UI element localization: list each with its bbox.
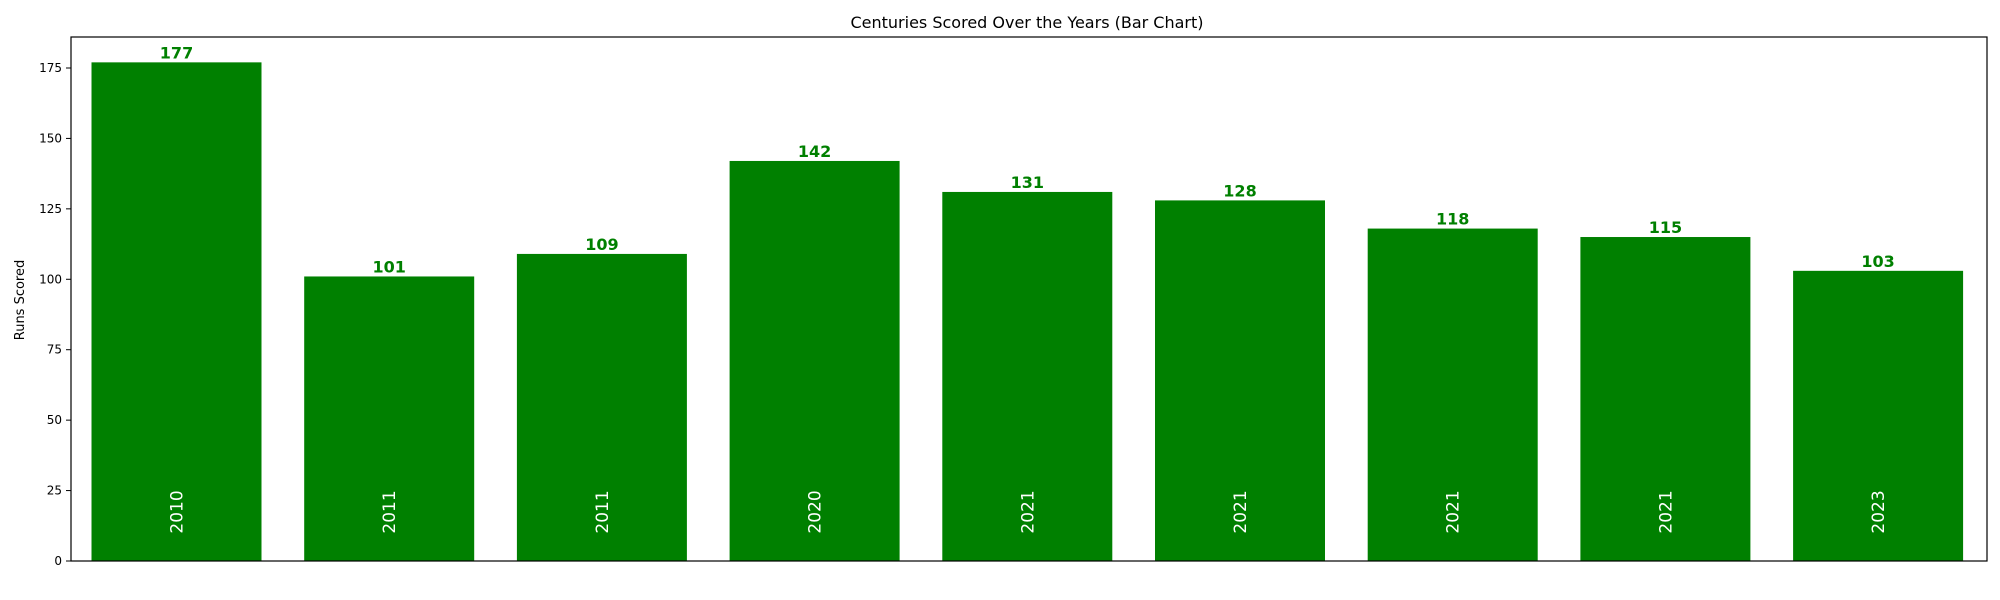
bar-value-label: 131	[1011, 173, 1044, 192]
bar-value-label: 142	[798, 142, 831, 161]
plot-area-frame	[70, 36, 1988, 562]
y-tick-label: 75	[47, 343, 62, 357]
bar	[516, 253, 687, 561]
bar-category-label: 2021	[1444, 490, 1464, 533]
y-tick-label: 50	[47, 413, 62, 427]
y-tick-label: 125	[39, 202, 62, 216]
bar-category-label: 2010	[168, 490, 188, 533]
bar-category-label: 2011	[380, 490, 400, 533]
y-tick-label: 175	[39, 61, 62, 75]
chart-title: Centuries Scored Over the Years (Bar Cha…	[850, 13, 1203, 32]
bar	[942, 191, 1113, 562]
y-axis-label: Runs Scored	[13, 260, 28, 341]
bar	[304, 276, 475, 561]
bar-value-label: 118	[1436, 210, 1469, 229]
y-axis-ticks: 0 25 50 75 100 125 150 175	[39, 61, 71, 568]
y-tick-label: 25	[47, 484, 62, 498]
y-tick-label: 150	[39, 131, 62, 145]
bar	[1155, 200, 1325, 562]
bar-category-label: 2023	[1869, 490, 1889, 533]
bar-value-label: 128	[1223, 181, 1256, 200]
bar-category-label: 2021	[1018, 490, 1038, 533]
bar	[1580, 237, 1751, 562]
bar-value-label: 103	[1861, 252, 1894, 271]
bar-value-label: 177	[160, 43, 193, 62]
bar	[729, 160, 900, 562]
bar	[91, 62, 262, 562]
y-tick-label: 0	[54, 554, 62, 568]
y-tick-label: 100	[39, 272, 62, 286]
bar-value-label: 109	[585, 235, 618, 254]
bar-category-label: 2021	[1231, 490, 1251, 533]
bar-category-label: 2011	[593, 490, 613, 533]
bar	[1367, 228, 1538, 561]
bar-category-label: 2021	[1656, 490, 1676, 533]
bar-value-label: 115	[1649, 218, 1682, 237]
bar	[1793, 270, 1964, 561]
bars-group: 177 2010 101 2011 109 2011 142 2020 131 2021 128 20…	[91, 43, 1964, 562]
bar-value-label: 101	[372, 257, 405, 276]
bar-category-label: 2020	[806, 490, 826, 533]
